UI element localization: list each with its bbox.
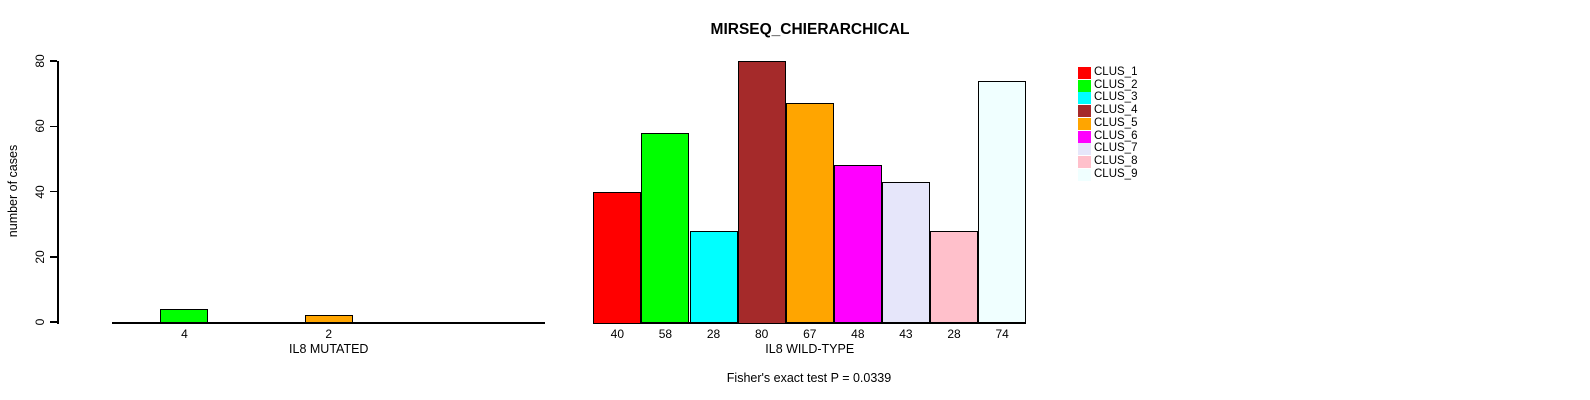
legend-swatch-clus_5 [1078,117,1091,130]
bar-clus_9 [978,80,1027,324]
legend-label: CLUS_9 [1094,167,1138,180]
bar-value-label: 80 [754,327,769,341]
bar-value-label: 48 [851,327,865,341]
bar-value-label: 67 [803,327,817,341]
legend-swatch-clus_6 [1078,130,1091,143]
bar-value-label: 58 [658,327,673,341]
legend-label: CLUS_1 [1094,66,1138,78]
y-tick [50,125,57,127]
y-tick [50,60,57,62]
legend-swatch-clus_2 [1078,79,1091,92]
legend-swatch-clus_7 [1078,143,1091,156]
bar-clus_5 [304,315,353,324]
bar-value-label: 74 [995,327,1009,341]
bar-clus_3 [689,230,738,324]
bar-clus_7 [881,181,930,324]
legend-swatch-clus_4 [1078,105,1091,118]
bar-value-label: 2 [325,327,333,341]
legend-swatch-clus_3 [1078,92,1091,105]
legend-label: CLUS_6 [1094,129,1138,142]
y-tick-label: 60 [33,119,47,133]
y-axis-line [57,61,59,324]
y-tick [50,190,57,193]
bar-clus_1 [593,191,642,324]
y-tick-label: 80 [33,54,47,68]
fisher-test-note: Fisher's exact test P = 0.0339 [726,371,892,385]
bar-clus_2 [641,132,690,324]
legend-label: CLUS_5 [1094,116,1138,129]
y-tick-label: 40 [33,184,47,199]
legend-label: CLUS_3 [1094,91,1138,104]
y-tick-label: 0 [33,318,47,326]
group-label: IL8 WILD-TYPE [765,342,855,356]
y-axis-title: number of cases [6,144,20,238]
legend-swatch-clus_9 [1078,168,1091,181]
y-tick [50,321,57,323]
bar-value-label: 4 [181,327,188,341]
legend-label: CLUS_4 [1094,104,1138,117]
bar-value-label: 43 [899,327,913,341]
bar-clus_4 [737,61,786,324]
bar-value-label: 28 [947,327,961,341]
group-label: IL8 MUTATED [289,342,369,356]
legend-label: CLUS_8 [1094,154,1138,167]
legend-swatch-clus_1 [1078,67,1091,79]
legend-swatch-clus_8 [1078,155,1091,168]
bar-clus_2 [160,308,209,324]
legend-label: CLUS_2 [1094,78,1138,91]
bar-value-label: 28 [706,327,721,341]
y-tick-label: 20 [33,250,47,264]
y-tick [50,256,57,258]
bar-clus_5 [785,103,834,324]
legend-label: CLUS_7 [1094,142,1138,155]
bar-clus_6 [833,165,882,324]
bar-clus_8 [930,230,979,324]
chart-title: MIRSEQ_CHIERARCHICAL [710,21,910,38]
bar-value-label: 40 [610,327,625,341]
